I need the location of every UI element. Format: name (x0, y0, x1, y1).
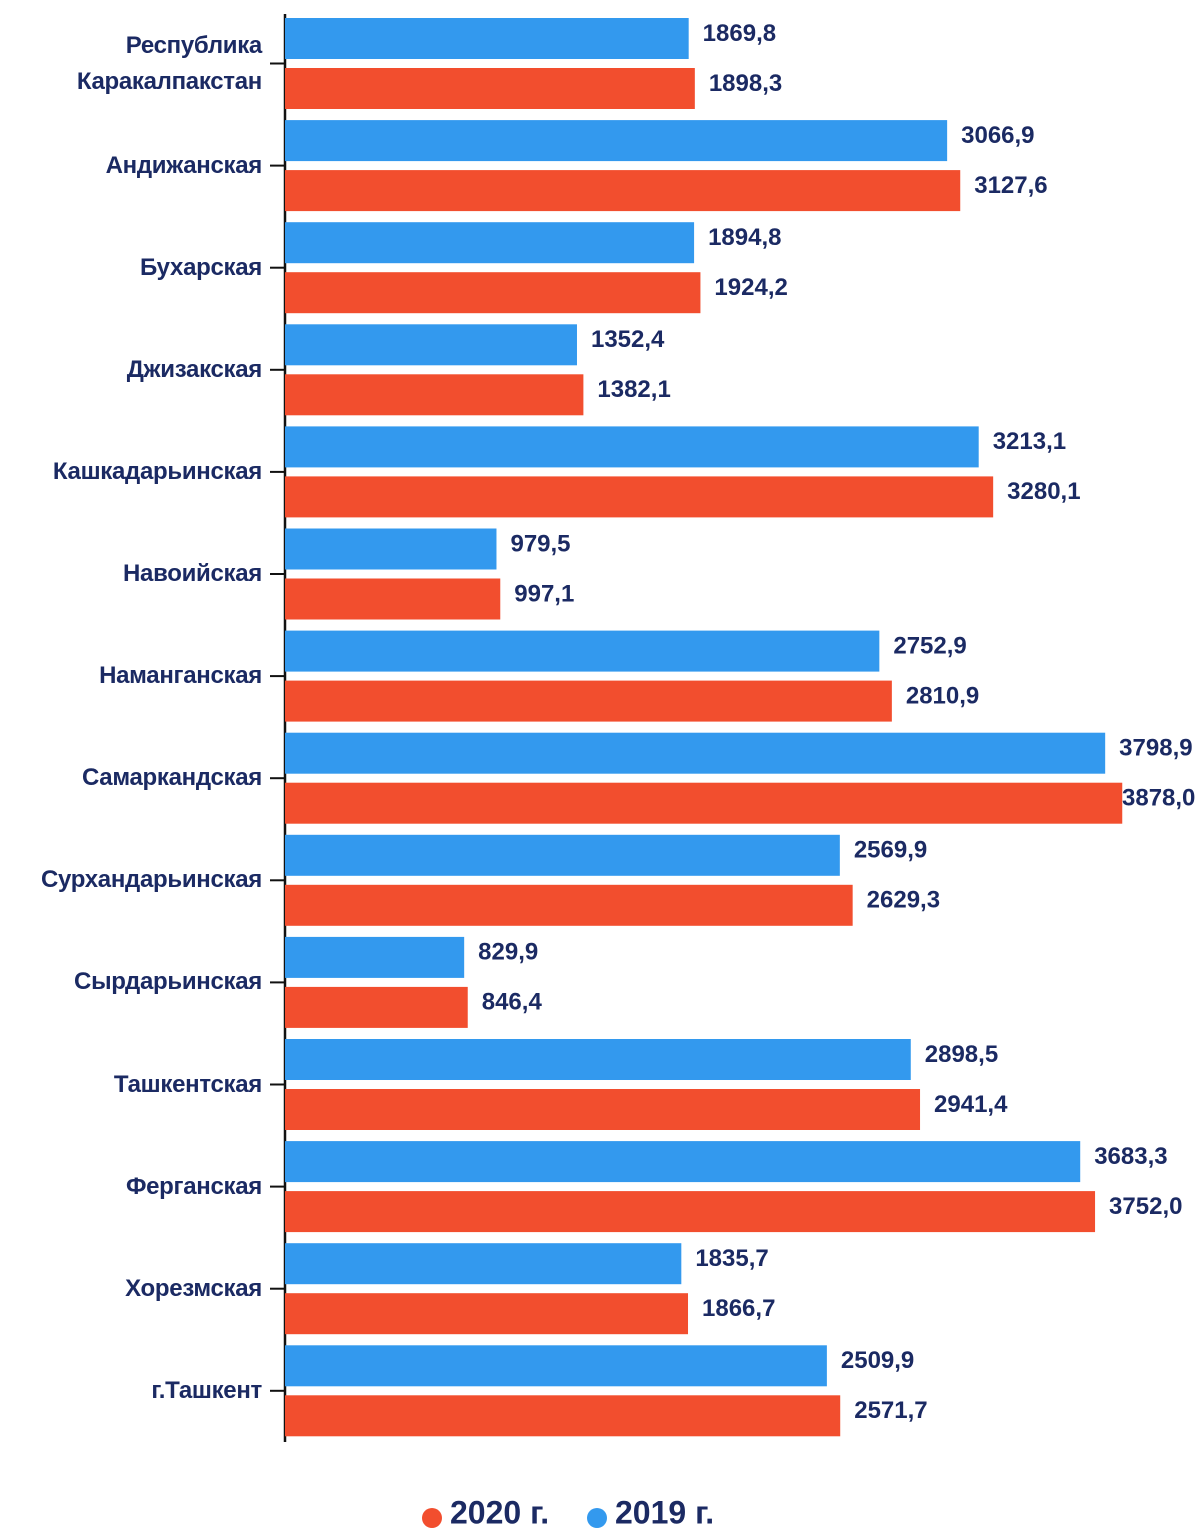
value-label: 2629,3 (867, 887, 940, 914)
bar (285, 374, 584, 416)
value-label: 1866,7 (702, 1295, 775, 1322)
category-label: Наманганская (99, 662, 262, 690)
bar (285, 170, 961, 212)
bar (285, 324, 577, 366)
bar (285, 1191, 1096, 1233)
category-label: Республика Каракалпакстан (76, 31, 262, 95)
value-label: 829,9 (478, 939, 538, 966)
bar (285, 1293, 689, 1335)
value-label: 979,5 (510, 530, 570, 557)
value-label: 2509,9 (841, 1347, 914, 1374)
bar (285, 680, 892, 722)
value-label: 3280,1 (1007, 478, 1080, 505)
legend-marker (587, 1508, 607, 1528)
legend-marker (422, 1508, 442, 1528)
bar (285, 986, 468, 1028)
bar (285, 476, 994, 518)
category-label: Андижанская (105, 151, 263, 179)
value-label: 1894,8 (708, 224, 781, 251)
value-label: 2569,9 (854, 837, 927, 864)
category-label: Навоийская (123, 560, 262, 587)
category-label: Бухарская (140, 253, 262, 281)
value-label: 3798,9 (1119, 735, 1192, 762)
bar (285, 782, 1123, 824)
bar (285, 936, 465, 978)
value-label: 846,4 (482, 989, 543, 1016)
category-label: Хорезмская (125, 1274, 262, 1302)
category-label: Ташкентская (113, 1070, 262, 1098)
bar (285, 222, 695, 264)
value-label: 2810,9 (906, 682, 979, 709)
value-label: 1924,2 (714, 274, 787, 301)
bar (285, 732, 1106, 774)
bar (285, 1243, 682, 1285)
bar (285, 272, 701, 314)
bar (285, 834, 840, 876)
bar (285, 120, 948, 162)
bar (285, 1039, 911, 1080)
value-label: 1352,4 (591, 326, 665, 353)
category-label: г.Ташкент (151, 1376, 262, 1404)
value-label: 1835,7 (695, 1245, 768, 1272)
category-label: Самаркандская (81, 764, 262, 792)
value-label: 2941,4 (934, 1091, 1008, 1118)
value-label: 3878,0 (1122, 785, 1195, 812)
value-label: 3213,1 (993, 428, 1066, 455)
bar (285, 18, 689, 59)
legend-label: 2019 г. (615, 1494, 714, 1530)
value-label: 2752,9 (893, 632, 966, 659)
category-label: Джизакская (126, 355, 263, 383)
value-label: 1382,1 (597, 376, 670, 403)
bar (285, 1141, 1081, 1183)
value-label: 3127,6 (974, 172, 1047, 199)
value-label: 3752,0 (1109, 1193, 1182, 1220)
value-label: 2898,5 (925, 1041, 998, 1068)
value-label: 3066,9 (961, 122, 1034, 149)
bar (285, 1345, 827, 1387)
category-label: Сурхандарьинская (40, 866, 262, 894)
bar (285, 1395, 841, 1437)
category-label: Сырдарьинская (74, 968, 262, 996)
category-label: Кашкадарьинская (52, 457, 262, 485)
bar (285, 630, 880, 672)
legend-label: 2020 г. (450, 1494, 549, 1530)
bar (285, 1089, 921, 1130)
bar (285, 578, 501, 620)
bar (285, 528, 497, 570)
value-label: 3683,3 (1094, 1143, 1167, 1170)
value-label: 1869,8 (703, 20, 776, 47)
bar (285, 884, 853, 926)
category-label: Ферганская (125, 1172, 262, 1200)
value-label: 1898,3 (709, 70, 782, 97)
value-label: 997,1 (514, 580, 574, 607)
value-label: 2571,7 (854, 1397, 927, 1424)
bar (285, 426, 979, 468)
bar (285, 68, 695, 109)
